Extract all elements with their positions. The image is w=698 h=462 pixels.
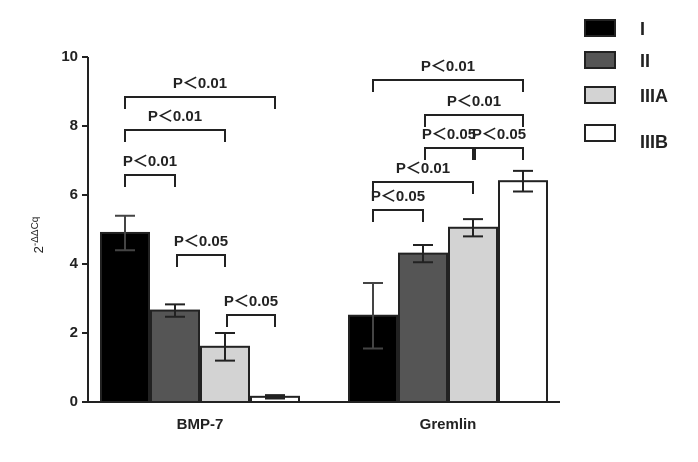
significance-label: P＜0.01 <box>421 58 475 75</box>
significance-bracket <box>124 129 226 142</box>
bar <box>150 309 200 404</box>
significance-label: P＜0.05 <box>472 126 526 143</box>
error-bar <box>413 244 433 264</box>
significance-bracket <box>372 209 424 222</box>
y-tick-label: 2 <box>70 324 78 341</box>
significance-bracket <box>124 174 176 187</box>
significance-bracket <box>176 254 226 267</box>
significance-label: P＜0.01 <box>173 75 227 92</box>
legend-swatch <box>584 19 616 37</box>
y-tick-label: 10 <box>61 48 78 65</box>
significance-bracket <box>226 314 276 327</box>
error-bar <box>215 332 235 362</box>
x-tick-label: Gremlin <box>420 416 477 433</box>
significance-bracket <box>372 181 474 194</box>
legend-swatch <box>584 124 616 142</box>
error-bar <box>463 218 483 238</box>
significance-label: P＜0.01 <box>148 108 202 125</box>
y-label-base: 2 <box>31 246 46 253</box>
significance-label: P＜0.05 <box>371 188 425 205</box>
y-axis-label: 2-ΔΔCq <box>30 217 47 254</box>
error-bar <box>363 281 383 350</box>
legend-swatch <box>584 51 616 69</box>
error-bar <box>265 394 285 400</box>
significance-label: P＜0.01 <box>396 160 450 177</box>
bar <box>448 226 498 403</box>
significance-label: P＜0.05 <box>422 126 476 143</box>
significance-bracket <box>124 96 276 109</box>
legend-swatch <box>584 86 616 104</box>
error-bar <box>513 169 533 193</box>
legend-label: IIIA <box>640 86 668 106</box>
x-tick-label: BMP-7 <box>177 416 224 433</box>
y-tick-label: 8 <box>70 117 78 134</box>
bar <box>398 252 448 403</box>
legend-label: II <box>640 51 650 71</box>
legend-label: IIIB <box>640 132 668 152</box>
significance-bracket <box>372 79 524 92</box>
significance-label: P＜0.01 <box>447 93 501 110</box>
significance-label: P＜0.05 <box>224 293 278 310</box>
significance-label: P＜0.05 <box>174 233 228 250</box>
significance-bracket <box>424 114 524 127</box>
significance-bracket <box>424 147 474 160</box>
bar <box>498 180 548 403</box>
significance-bracket <box>474 147 524 160</box>
y-tick-label: 6 <box>70 186 78 203</box>
y-tick-label: 0 <box>70 393 78 410</box>
y-label-exponent: -ΔΔCq <box>30 217 41 246</box>
significance-label: P＜0.01 <box>123 153 177 170</box>
y-tick-label: 4 <box>70 255 79 272</box>
error-bar <box>115 214 135 252</box>
bar <box>100 231 150 403</box>
legend-label: I <box>640 19 645 39</box>
error-bar <box>165 303 185 318</box>
